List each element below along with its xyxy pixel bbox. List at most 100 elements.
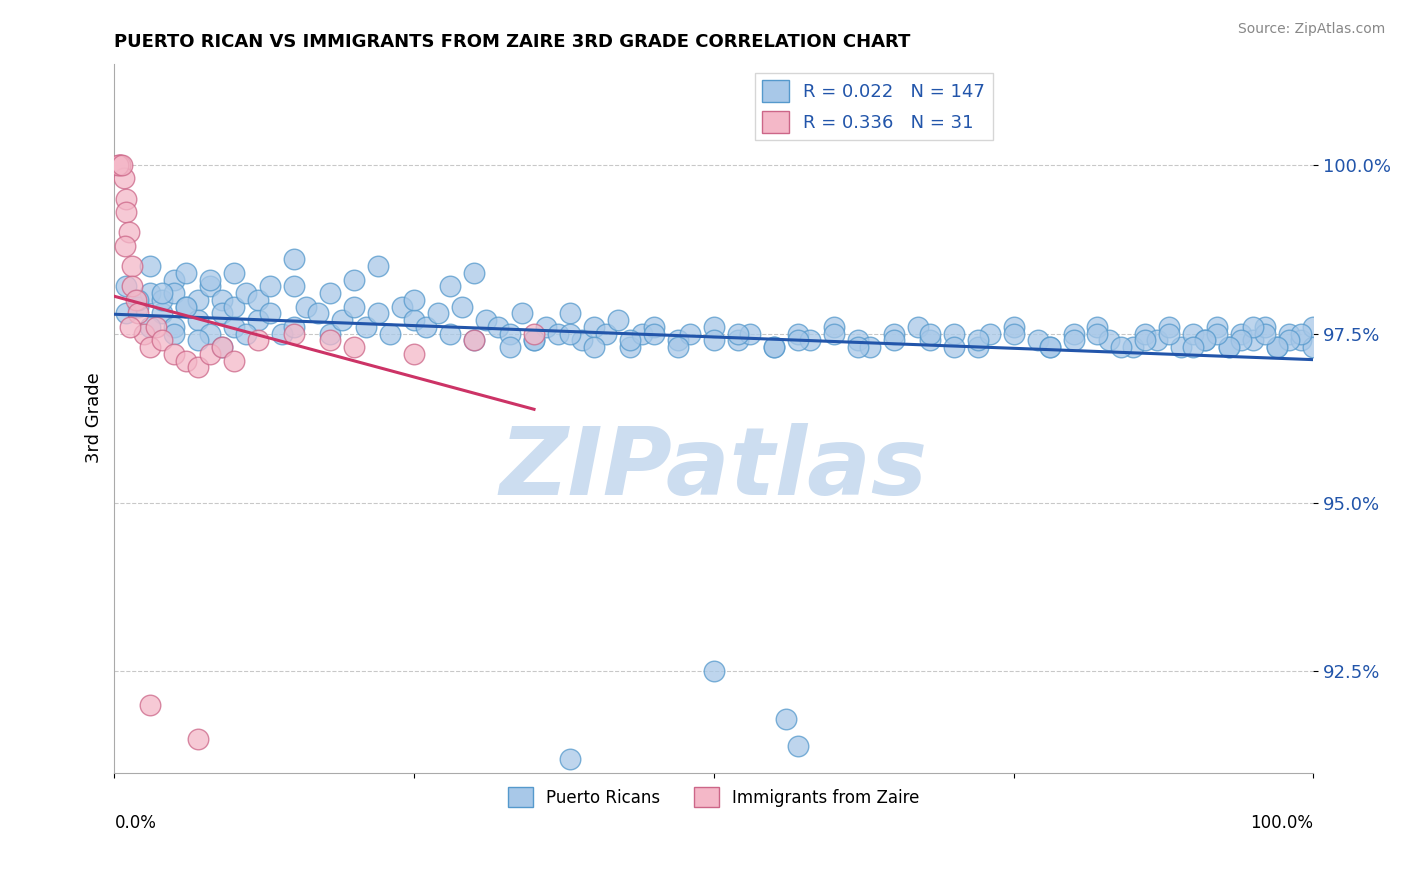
Point bbox=[224, 300, 246, 314]
Point bbox=[127, 293, 149, 307]
Point bbox=[1302, 320, 1324, 334]
Point bbox=[404, 293, 426, 307]
Point bbox=[176, 266, 198, 280]
Point bbox=[163, 347, 186, 361]
Point bbox=[666, 340, 689, 354]
Point bbox=[1170, 340, 1192, 354]
Legend: Puerto Ricans, Immigrants from Zaire: Puerto Ricans, Immigrants from Zaire bbox=[502, 780, 927, 814]
Point bbox=[235, 286, 257, 301]
Point bbox=[1254, 320, 1277, 334]
Point bbox=[343, 300, 366, 314]
Point bbox=[1122, 340, 1144, 354]
Point bbox=[1098, 334, 1121, 348]
Point bbox=[110, 158, 132, 172]
Point bbox=[163, 273, 186, 287]
Point bbox=[404, 313, 426, 327]
Point bbox=[1159, 326, 1181, 341]
Point bbox=[343, 273, 366, 287]
Point bbox=[1002, 320, 1025, 334]
Point bbox=[354, 320, 377, 334]
Point bbox=[1135, 334, 1157, 348]
Point bbox=[259, 306, 281, 320]
Point bbox=[619, 334, 641, 348]
Point bbox=[115, 205, 138, 219]
Point bbox=[319, 286, 342, 301]
Point bbox=[558, 326, 581, 341]
Point bbox=[200, 326, 222, 341]
Point bbox=[1135, 326, 1157, 341]
Point bbox=[666, 334, 689, 348]
Point bbox=[510, 306, 533, 320]
Point bbox=[966, 340, 988, 354]
Point bbox=[150, 334, 173, 348]
Point bbox=[595, 326, 617, 341]
Point bbox=[367, 259, 389, 273]
Point bbox=[918, 334, 941, 348]
Point bbox=[1291, 326, 1313, 341]
Point bbox=[703, 665, 725, 679]
Point bbox=[343, 340, 366, 354]
Point bbox=[1230, 326, 1253, 341]
Point bbox=[631, 326, 654, 341]
Point bbox=[307, 306, 329, 320]
Point bbox=[391, 300, 413, 314]
Point bbox=[1302, 340, 1324, 354]
Point bbox=[582, 320, 605, 334]
Point bbox=[367, 306, 389, 320]
Point bbox=[283, 320, 305, 334]
Point bbox=[110, 158, 132, 172]
Point bbox=[187, 731, 209, 746]
Point bbox=[534, 320, 557, 334]
Point bbox=[643, 320, 665, 334]
Point bbox=[145, 320, 167, 334]
Point bbox=[606, 313, 628, 327]
Point bbox=[176, 353, 198, 368]
Point bbox=[295, 300, 318, 314]
Point bbox=[859, 340, 882, 354]
Point bbox=[283, 279, 305, 293]
Point bbox=[163, 326, 186, 341]
Point bbox=[187, 360, 209, 375]
Point bbox=[727, 326, 749, 341]
Point bbox=[200, 273, 222, 287]
Point bbox=[121, 279, 143, 293]
Point bbox=[1265, 340, 1288, 354]
Point bbox=[1063, 326, 1085, 341]
Point bbox=[134, 326, 156, 341]
Point bbox=[786, 334, 808, 348]
Point bbox=[463, 334, 485, 348]
Point bbox=[786, 739, 808, 753]
Point bbox=[523, 334, 546, 348]
Point bbox=[1111, 340, 1133, 354]
Point bbox=[582, 340, 605, 354]
Point bbox=[176, 300, 198, 314]
Point bbox=[1241, 320, 1264, 334]
Point bbox=[1026, 334, 1049, 348]
Point bbox=[224, 266, 246, 280]
Point bbox=[1087, 326, 1109, 341]
Point bbox=[271, 326, 294, 341]
Point bbox=[404, 347, 426, 361]
Point bbox=[1241, 334, 1264, 348]
Point bbox=[942, 340, 965, 354]
Point bbox=[259, 279, 281, 293]
Text: PUERTO RICAN VS IMMIGRANTS FROM ZAIRE 3RD GRADE CORRELATION CHART: PUERTO RICAN VS IMMIGRANTS FROM ZAIRE 3R… bbox=[114, 33, 911, 51]
Point bbox=[679, 326, 702, 341]
Point bbox=[139, 340, 162, 354]
Point bbox=[150, 306, 173, 320]
Point bbox=[211, 293, 233, 307]
Point bbox=[463, 266, 485, 280]
Point bbox=[979, 326, 1001, 341]
Point bbox=[187, 293, 209, 307]
Point bbox=[176, 300, 198, 314]
Point bbox=[918, 326, 941, 341]
Point bbox=[1182, 326, 1205, 341]
Point bbox=[558, 306, 581, 320]
Point bbox=[439, 279, 461, 293]
Point bbox=[110, 158, 132, 172]
Point bbox=[571, 334, 593, 348]
Point bbox=[499, 340, 522, 354]
Point bbox=[283, 252, 305, 267]
Point bbox=[1265, 340, 1288, 354]
Point bbox=[235, 326, 257, 341]
